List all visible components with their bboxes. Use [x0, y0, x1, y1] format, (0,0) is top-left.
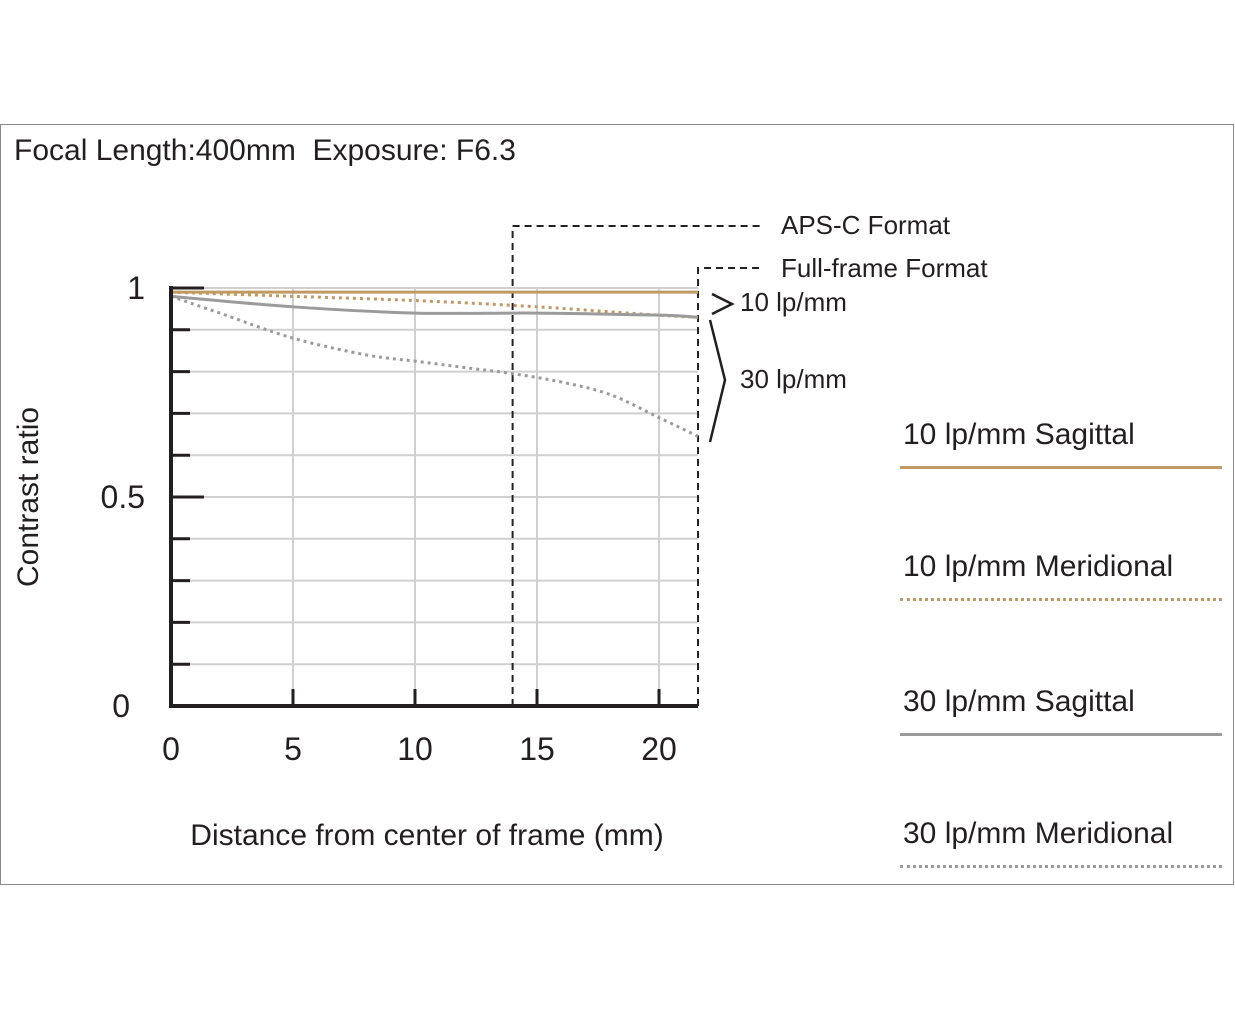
format-limits [511, 225, 762, 706]
series-lines [170, 290, 699, 438]
legend-swatch-solid [900, 466, 1222, 469]
fullframe-limit-line [697, 267, 762, 706]
legend-swatch-solid [900, 733, 1222, 736]
y-tick-label: 0.5 [101, 479, 145, 515]
apsc-format-label: APS-C Format [781, 210, 951, 240]
bracket-30lp [708, 319, 727, 443]
y-axis-title: Contrast ratio [12, 407, 45, 587]
y-tick-label: 1 [127, 270, 145, 306]
legend-label: 10 lp/mm Meridional [903, 550, 1174, 583]
chart-frame [0, 124, 1234, 885]
grid [171, 287, 699, 706]
apsc-limit-line [511, 225, 762, 706]
x-tick-label: 0 [162, 731, 180, 767]
x-tick-label: 5 [284, 731, 302, 767]
series-10-lp-mm-meridional [170, 290, 699, 319]
chart-title: Focal Length:400mm Exposure: F6.3 [14, 134, 516, 167]
x-tick-label: 15 [519, 731, 555, 767]
legend-swatch-dotted [900, 598, 1222, 601]
axes [169, 286, 699, 708]
y-tick-label: 0 [112, 688, 130, 724]
x-tick-label: 10 [397, 731, 433, 767]
tick-labels: 0 5 10 15 20 0 0.5 1 [101, 270, 677, 767]
fullframe-format-label: Full-frame Format [781, 253, 988, 283]
legend-label: 30 lp/mm Sagittal [903, 685, 1135, 718]
group-30lp-label: 30 lp/mm [740, 364, 847, 394]
x-axis-title: Distance from center of frame (mm) [190, 819, 663, 852]
group-10lp-label: 10 lp/mm [740, 287, 847, 317]
bracket-10lp [711, 292, 735, 316]
legend-label: 30 lp/mm Meridional [903, 817, 1174, 850]
legend-swatch-dotted [900, 865, 1222, 868]
series-30-lp-mm-meridional [170, 294, 699, 438]
series-30-lp-mm-sagittal [170, 294, 699, 319]
legend-label: 10 lp/mm Sagittal [903, 418, 1135, 451]
x-tick-label: 20 [641, 731, 677, 767]
